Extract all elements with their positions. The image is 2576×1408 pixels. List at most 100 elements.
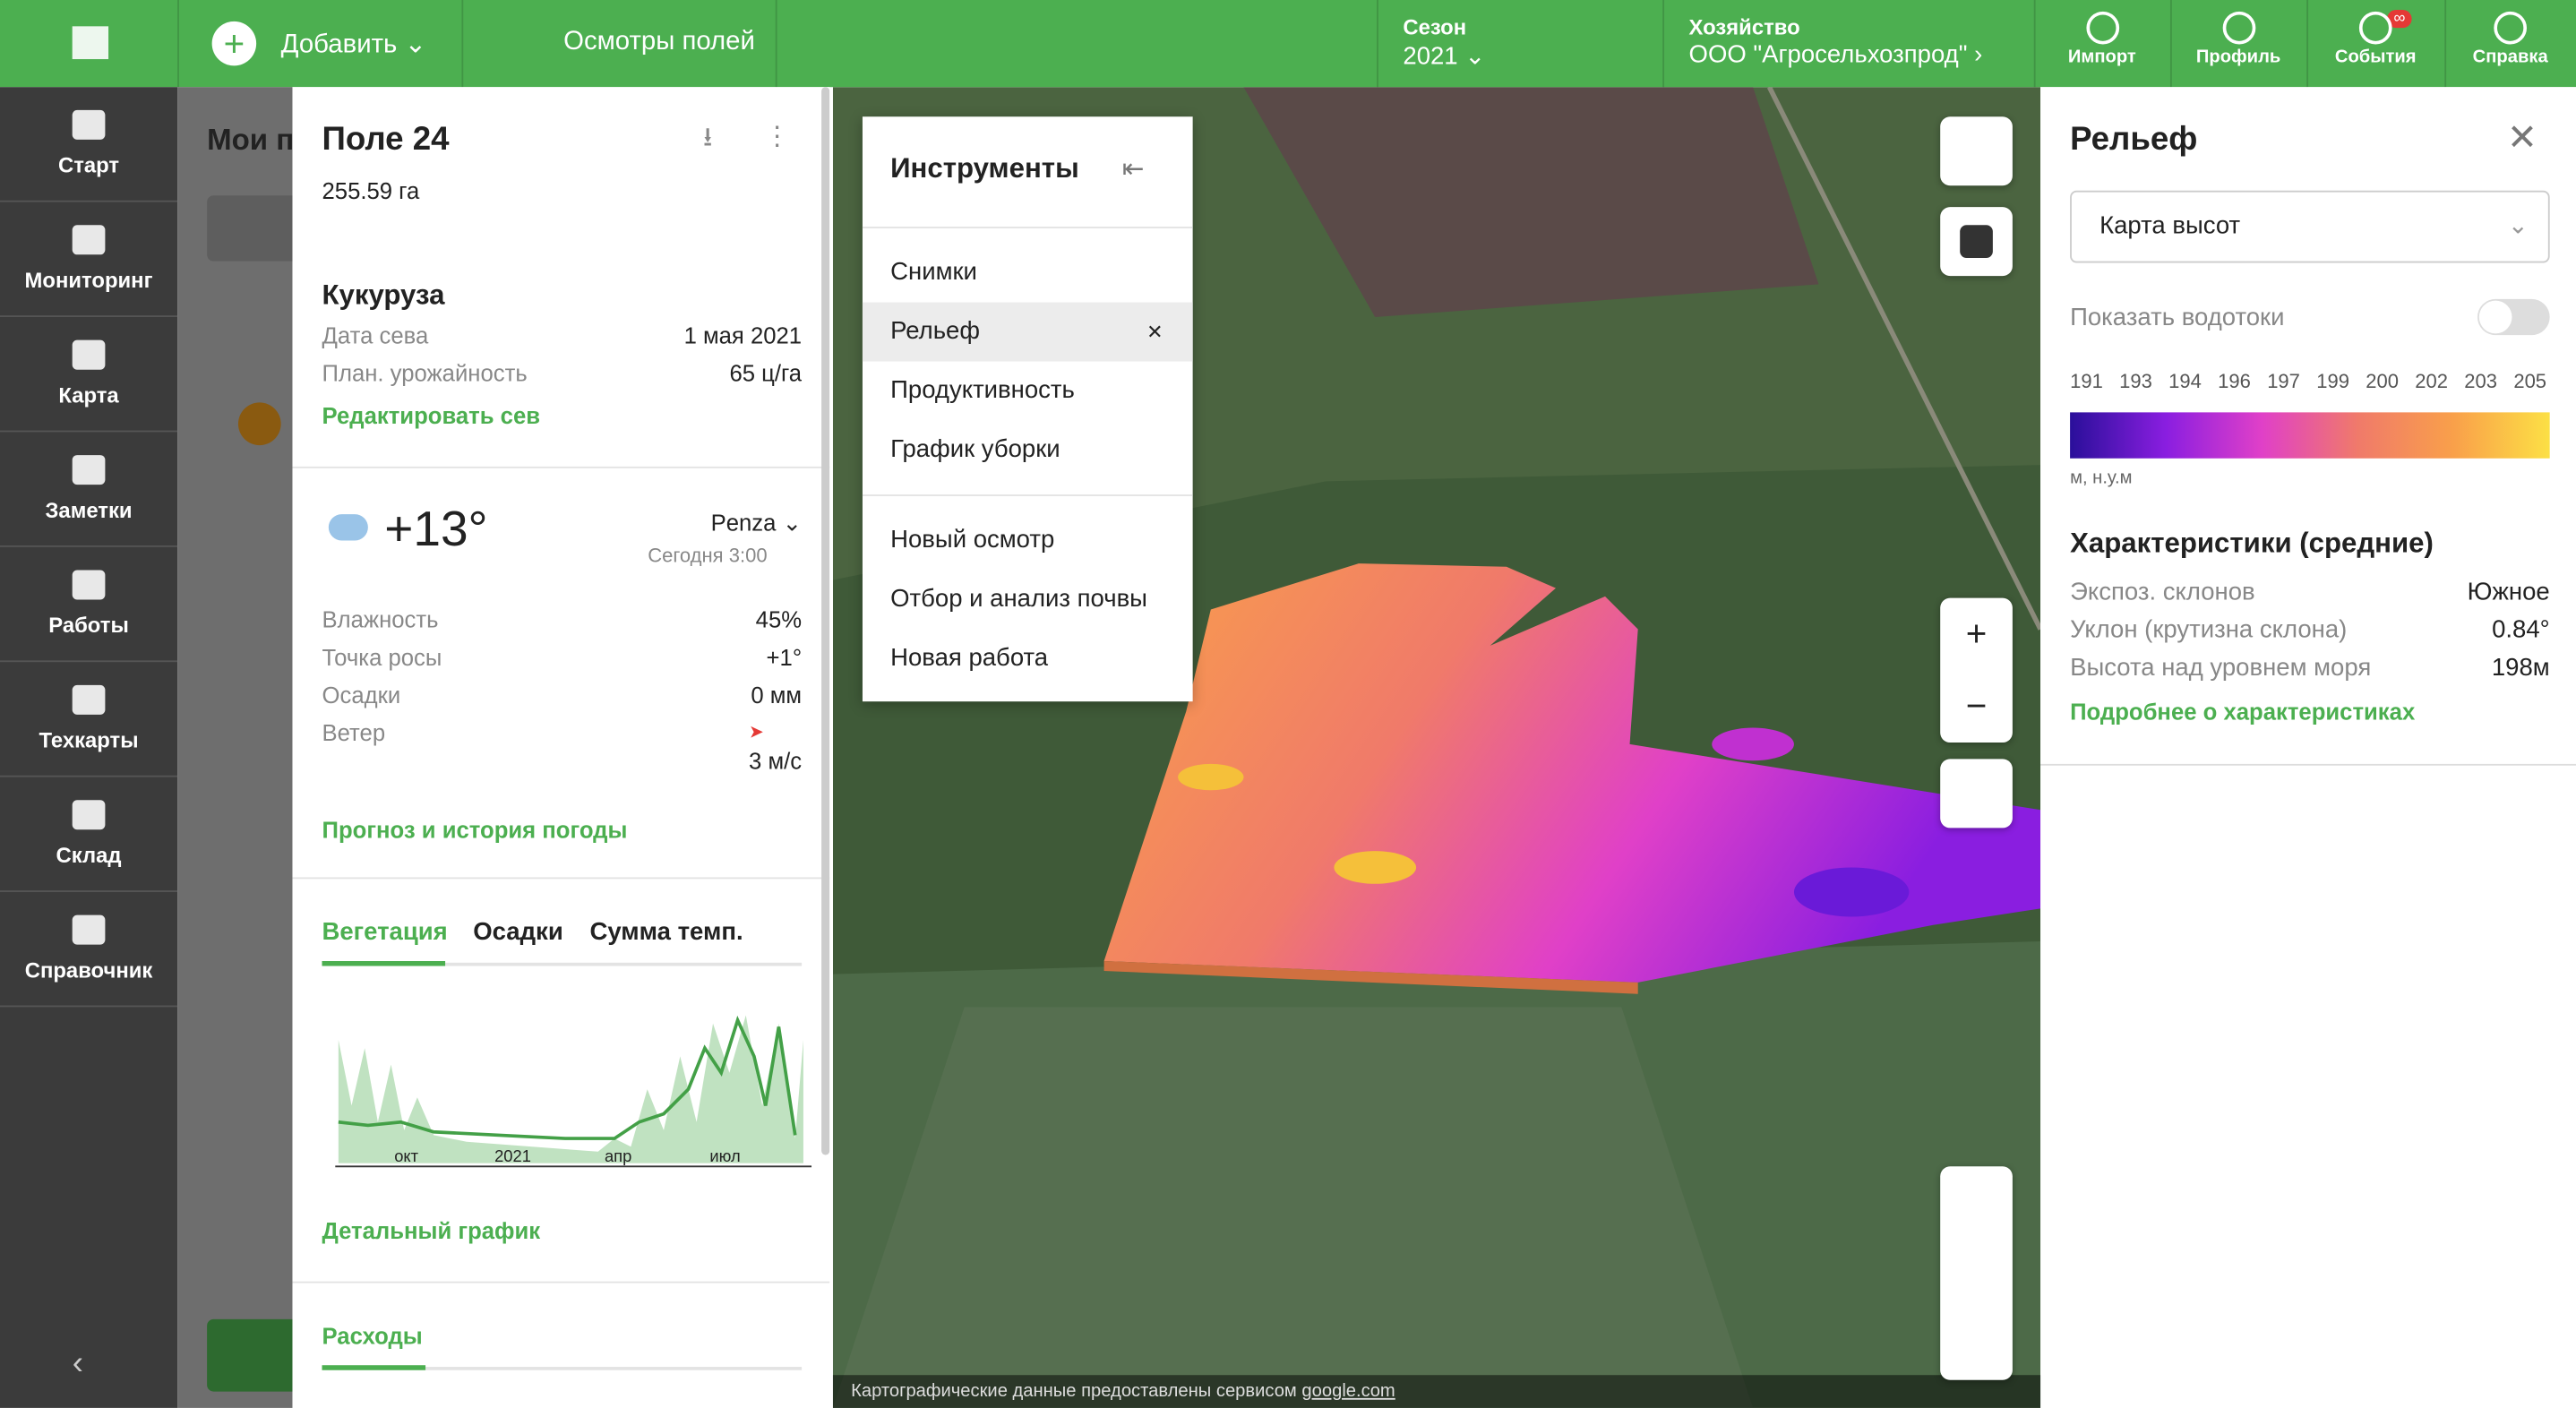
field-name: Поле 24 (322, 121, 450, 159)
sidebar-icon (72, 455, 106, 485)
farm-select[interactable]: ООО "Агросельхозпрод" › (1688, 40, 1983, 70)
select-value: Карта высот (2099, 211, 2241, 240)
tool-item[interactable]: Новый осмотр (890, 525, 1055, 554)
sidebar-label: Заметки (45, 497, 133, 523)
char-label: Уклон (крутизна склона) (2070, 615, 2348, 645)
city: Penza (710, 509, 777, 536)
weather-value: 45% (755, 605, 803, 633)
search (207, 195, 306, 262)
info-icon (237, 402, 281, 446)
report-button[interactable] (1940, 207, 2013, 277)
season-select[interactable]: 2021 ⌄ (1403, 42, 1486, 71)
attribution-text: Картографические данные предоставлены се… (851, 1381, 1297, 1402)
sidebar-item[interactable]: Мониторинг (0, 202, 178, 318)
sidebar-label: Справочник (24, 957, 153, 983)
char-value: 198м (2491, 654, 2550, 683)
season: 2021 (1403, 42, 1458, 71)
menu-divider (862, 227, 1193, 228)
relief-panel: Рельеф ✕ Карта высот ⌄ Показать водотоки … (2040, 87, 2576, 766)
relief-select[interactable]: Карта высот ⌄ (2070, 190, 2550, 263)
edit-sowing-link[interactable]: Редактировать сев (322, 402, 541, 429)
chart-x-label: 2021 (494, 1148, 531, 1167)
weather-label: Влажность (322, 605, 439, 633)
attribution-link[interactable]: google.com (1301, 1381, 1395, 1402)
sidebar-item[interactable]: Работы (0, 547, 178, 663)
sidebar-item[interactable]: Карта (0, 317, 178, 433)
units: м, н.у.м (2070, 468, 2133, 488)
tool-item[interactable]: График уборки (890, 435, 1060, 464)
sidebar-item[interactable]: Склад (0, 777, 178, 892)
legend-label: 200 (2366, 369, 2399, 393)
chart-tab[interactable]: Вегетация (322, 918, 448, 947)
weather-link[interactable]: Прогноз и история погоды (322, 816, 628, 843)
scrollbar (821, 87, 830, 1155)
char-title: Характеристики (средние) (2070, 527, 2434, 559)
logo[interactable] (72, 26, 109, 60)
chart-tab[interactable]: Сумма темп. (589, 918, 743, 947)
expenses-indicator (322, 1365, 426, 1370)
tool-item[interactable]: Продуктивность (890, 376, 1075, 405)
tool-item[interactable]: Рельеф ✕ (862, 302, 1193, 362)
remove-tool[interactable]: ✕ (1146, 320, 1163, 344)
divider (461, 0, 464, 88)
char-value: Южное (2467, 578, 2550, 606)
top-button-icon (2494, 11, 2527, 45)
divider (1662, 0, 1665, 88)
vegetation-chart (335, 1015, 812, 1168)
relief-title: Рельеф (2070, 121, 2198, 159)
yield: 65 ц/га (729, 359, 803, 387)
sidebar-icon (72, 339, 106, 370)
zoom-controls[interactable]: + − (1940, 597, 2013, 743)
tool-item[interactable]: Отбор и анализ почвы (890, 584, 1147, 614)
map-attribution: Картографические данные предоставлены се… (832, 1375, 2041, 1408)
top-button[interactable]: Справка (2444, 0, 2576, 87)
city-select[interactable]: Penza ⌄ (710, 509, 803, 536)
collapse-sidebar[interactable]: ‹ (72, 1345, 83, 1382)
tool-item[interactable]: Снимки (890, 257, 977, 287)
more-button[interactable]: ⋮ (763, 123, 791, 151)
top-button[interactable]: Профиль (2170, 0, 2306, 87)
farm: ООО "Агросельхозпрод" (1688, 40, 1968, 70)
sidebar-item[interactable]: Справочник (0, 892, 178, 1008)
map-tools[interactable] (1940, 1166, 2013, 1380)
weather-label: Точка росы (322, 644, 442, 671)
add-button[interactable]: Добавить ⌄ (280, 30, 427, 60)
divider (1377, 0, 1378, 88)
sidebar: ‹ Старт Мониторинг Карта Заметки Работы Техка… (0, 87, 178, 1408)
weather-value: +1° (766, 644, 803, 671)
close-button[interactable]: ✕ (2506, 116, 2537, 159)
chart-tab[interactable]: Осадки (473, 918, 563, 947)
sidebar-label: Карта (58, 382, 119, 408)
legend-label: 194 (2168, 369, 2202, 393)
add-icon: + (211, 21, 257, 66)
grid-button[interactable] (1940, 759, 2013, 828)
divider (775, 0, 777, 88)
sidebar-icon (72, 225, 106, 255)
top-button[interactable]: События (2306, 0, 2444, 87)
download-button[interactable]: ⭳ (703, 124, 713, 153)
sidebar-item[interactable]: Техкарты (0, 662, 178, 777)
inspections-button[interactable]: Осмотры полей (563, 28, 755, 56)
top-bar: + Добавить ⌄ Осмотры полей Сезон 2021 ⌄ … (0, 0, 2576, 88)
locate-button[interactable] (1940, 116, 2013, 186)
top-button[interactable]: Импорт (2034, 0, 2170, 87)
top-button-label: Импорт (2067, 47, 2136, 68)
tool-item[interactable]: Новая работа (890, 644, 1049, 673)
top-button-label: Профиль (2195, 47, 2281, 68)
sidebar-item[interactable]: Заметки (0, 432, 178, 547)
chart-x-label: июл (709, 1148, 741, 1167)
events-badge: ∞ (2387, 10, 2412, 29)
char-link[interactable]: Подробнее о характеристиках (2070, 698, 2416, 725)
wind-arrow: ➤ (748, 723, 764, 743)
weather-icon (328, 514, 368, 541)
sidebar-item[interactable]: Старт (0, 87, 178, 202)
divider (2169, 0, 2172, 88)
toggle[interactable] (2477, 298, 2550, 336)
char-value: 0.84° (2492, 615, 2550, 645)
divider (2444, 0, 2447, 88)
divider (2306, 0, 2309, 88)
collapse-button[interactable]: ⇤ (1121, 156, 1145, 185)
top-button-icon (2358, 11, 2392, 45)
detail-chart-link[interactable]: Детальный график (322, 1217, 541, 1244)
expenses-tab[interactable]: Расходы (322, 1322, 423, 1349)
